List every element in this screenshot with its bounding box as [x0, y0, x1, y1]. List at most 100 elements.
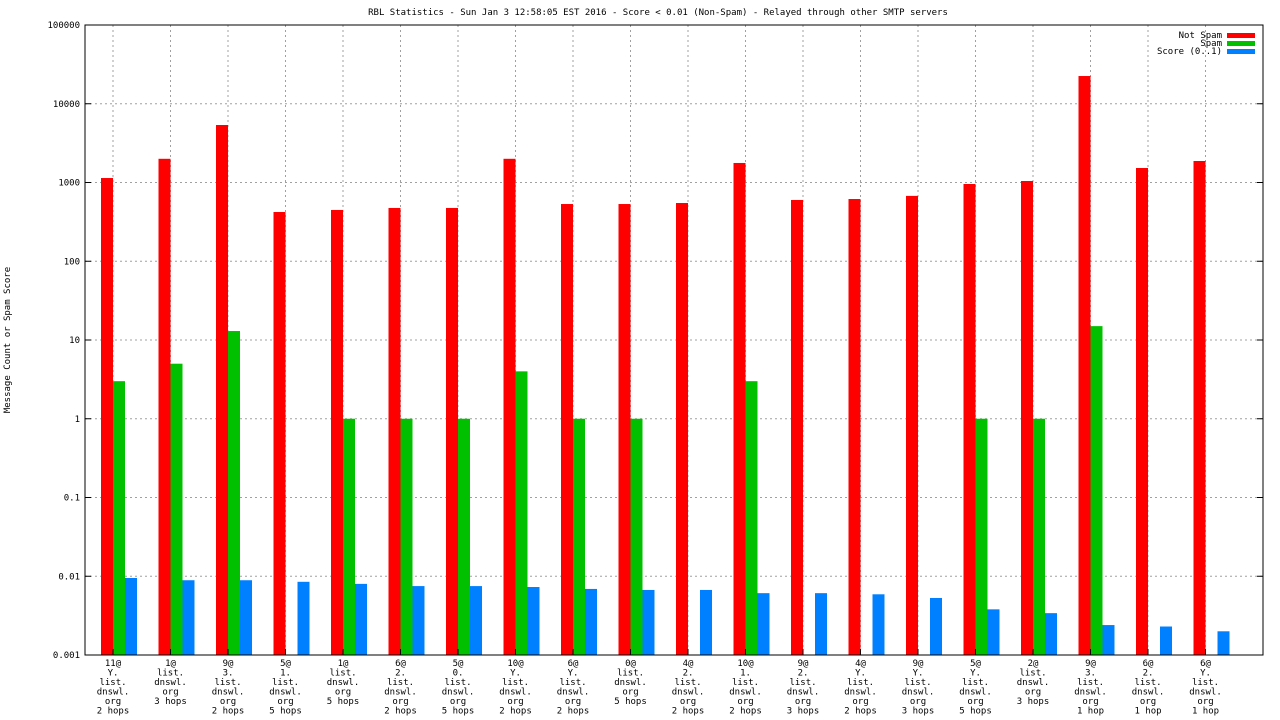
bar-not-spam: [101, 178, 113, 655]
bar-score: [757, 593, 770, 655]
x-tick-label: 3 hops: [902, 707, 935, 717]
bar-not-spam: [158, 158, 171, 655]
bar-score: [642, 589, 655, 655]
x-tick-label: list.: [444, 678, 471, 688]
bar-spam: [113, 381, 125, 655]
bar-score: [470, 586, 482, 655]
x-tick-label: 1 hop: [1192, 707, 1219, 717]
bar-score: [182, 580, 195, 655]
x-tick-label: list.: [502, 678, 529, 688]
x-tick-label: Y.: [913, 669, 924, 679]
x-tick-label: Y.: [855, 669, 866, 679]
x-tick-label: 3.: [223, 669, 234, 679]
x-tick-label: Y.: [970, 669, 981, 679]
x-tick-label: Y.: [1200, 669, 1211, 679]
x-tick-label: list.: [847, 678, 874, 688]
x-tick-label: 1@: [165, 659, 176, 669]
chart-title: RBL Statistics - Sun Jan 3 12:58:05 EST …: [368, 8, 948, 18]
x-tick-label: list.: [559, 678, 586, 688]
legend-label: Spam: [1200, 39, 1222, 49]
x-tick-label: org: [622, 688, 638, 698]
x-tick-label: org: [450, 697, 466, 707]
x-tick-label: 6@: [1143, 659, 1154, 669]
bar-score: [1217, 631, 1230, 655]
x-tick-label: 5@: [453, 659, 464, 669]
x-tick-label: 10@: [507, 659, 524, 669]
x-tick-label: dnswl.: [1017, 678, 1050, 688]
x-tick-label: 6@: [568, 659, 579, 669]
x-tick-label: 2 hops: [844, 707, 877, 717]
x-tick-label: dnswl.: [729, 688, 762, 698]
bar-not-spam: [331, 209, 343, 655]
x-tick-label: Y.: [108, 669, 119, 679]
x-tick-label: list.: [904, 678, 931, 688]
x-tick-label: 9@: [1085, 659, 1096, 669]
x-tick-label: 2@: [1028, 659, 1039, 669]
bar-not-spam: [216, 125, 228, 655]
y-tick-label: 10000: [53, 100, 80, 110]
bar-not-spam: [1193, 161, 1206, 655]
bar-spam: [400, 418, 413, 655]
bar-spam: [228, 331, 240, 655]
x-tick-label: list.: [962, 678, 989, 688]
x-tick-label: org: [105, 697, 121, 707]
bar-not-spam: [733, 162, 746, 655]
x-tick-label: 3 hops: [1017, 697, 1050, 707]
x-tick-label: dnswl.: [499, 688, 532, 698]
y-tick-label: 100000: [47, 21, 80, 31]
bar-score: [815, 593, 827, 655]
x-tick-label: list.: [1019, 669, 1046, 679]
x-tick-label: org: [680, 697, 696, 707]
x-tick-label: list.: [1192, 678, 1219, 688]
x-tick-label: list.: [157, 669, 184, 679]
x-tick-label: 2 hops: [729, 707, 762, 717]
x-tick-label: dnswl.: [959, 688, 992, 698]
x-tick-label: dnswl.: [212, 688, 245, 698]
x-tick-label: org: [1025, 688, 1041, 698]
x-tick-label: 2.: [395, 669, 406, 679]
x-tick-label: 1 hop: [1077, 707, 1104, 717]
x-tick-label: 3 hops: [787, 707, 820, 717]
bar-not-spam: [906, 195, 918, 655]
x-tick-label: org: [277, 697, 293, 707]
x-tick-label: 2 hops: [97, 707, 130, 717]
x-tick-label: org: [220, 697, 236, 707]
x-tick-label: 5 hops: [442, 707, 475, 717]
x-tick-label: 4@: [855, 659, 866, 669]
x-tick-label: 3.: [1085, 669, 1096, 679]
x-tick-label: org: [852, 697, 868, 707]
y-tick-label: 1000: [58, 179, 80, 189]
x-tick-label: org: [737, 697, 753, 707]
x-tick-label: dnswl.: [1189, 688, 1222, 698]
x-tick-label: list.: [674, 678, 701, 688]
y-axis-label: Message Count or Spam Score: [3, 267, 13, 413]
x-tick-label: dnswl.: [1074, 688, 1107, 698]
x-tick-label: 9@: [223, 659, 234, 669]
x-tick-label: 0@: [625, 659, 636, 669]
x-tick-label: list.: [272, 678, 299, 688]
y-tick-label: 0.01: [58, 572, 80, 582]
y-tick-label: 0.1: [64, 494, 80, 504]
x-tick-label: list.: [789, 678, 816, 688]
bar-spam: [1090, 326, 1103, 655]
x-tick-label: org: [1140, 697, 1156, 707]
x-tick-label: list.: [214, 678, 241, 688]
bar-spam: [343, 418, 355, 655]
bar-score: [1102, 625, 1115, 655]
x-tick-label: 3 hops: [154, 697, 187, 707]
bar-not-spam: [561, 204, 573, 655]
x-tick-label: list.: [617, 669, 644, 679]
x-tick-label: 2 hops: [212, 707, 245, 717]
legend-label: Score (0..1): [1157, 47, 1222, 57]
bar-not-spam: [676, 203, 688, 656]
x-tick-label: org: [795, 697, 811, 707]
x-tick-label: Y.: [568, 669, 579, 679]
bar-not-spam: [273, 212, 286, 655]
x-tick-label: 1.: [280, 669, 291, 679]
x-tick-label: 1 hop: [1134, 707, 1161, 717]
bar-not-spam: [618, 204, 631, 655]
x-tick-label: dnswl.: [154, 678, 187, 688]
x-tick-label: Y.: [510, 669, 521, 679]
x-tick-label: org: [507, 697, 523, 707]
x-tick-label: 4@: [683, 659, 694, 669]
